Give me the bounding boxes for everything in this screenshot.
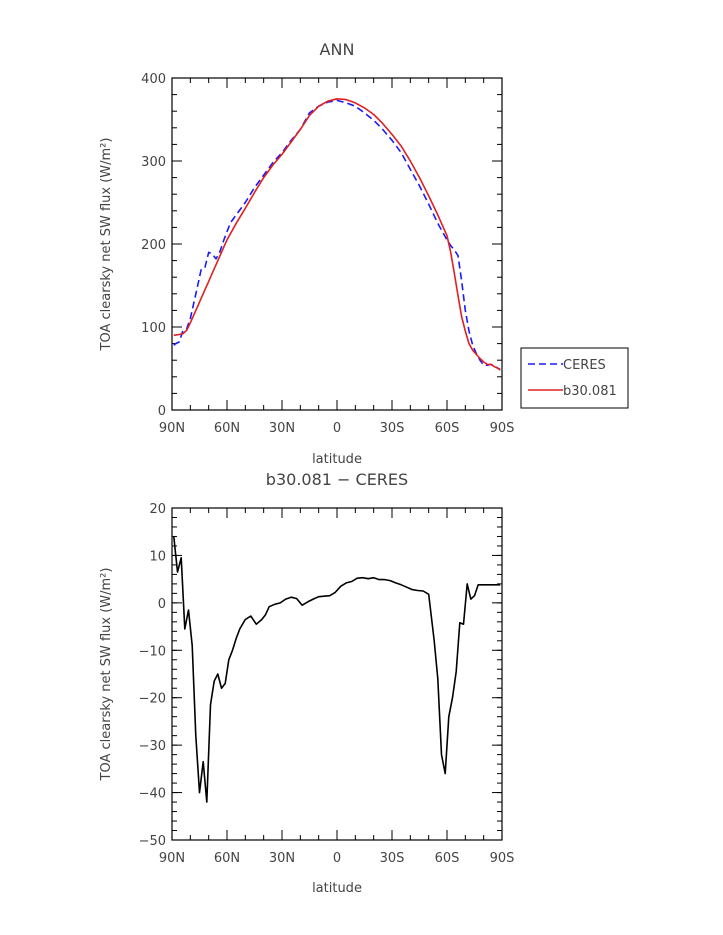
y-tick-label: 0 bbox=[158, 597, 166, 612]
x-tick-label: 60N bbox=[214, 421, 240, 436]
series-line-ceres bbox=[173, 99, 501, 371]
bottom-chart-xlabel: latitude bbox=[312, 881, 362, 896]
y-tick-label: 20 bbox=[149, 502, 166, 517]
x-tick-label: 90S bbox=[490, 421, 515, 436]
top-chart-series bbox=[173, 98, 501, 371]
x-tick-label: 90N bbox=[159, 851, 185, 866]
top-chart-xlabel: latitude bbox=[312, 452, 362, 467]
top-chart-title: ANN bbox=[320, 40, 355, 59]
legend-label-b30: b30.081 bbox=[563, 384, 617, 399]
y-tick-label: −30 bbox=[139, 739, 166, 754]
x-tick-label: 60N bbox=[214, 851, 240, 866]
legend: CERES b30.081 bbox=[520, 347, 629, 409]
top-chart-panel: ANN TOA clearsky net SW flux (W/m²) lati… bbox=[99, 40, 514, 467]
bottom-chart-axes: 90N 60N 30N 0 30S 60S 90S −50 −40 −30 −20 −10 0 10 20 bbox=[139, 502, 515, 866]
x-tick-label: 60S bbox=[435, 851, 460, 866]
legend-box bbox=[520, 347, 629, 409]
top-chart-frame bbox=[171, 77, 503, 411]
legend-label-ceres: CERES bbox=[563, 358, 606, 373]
y-tick-label: 400 bbox=[141, 72, 166, 87]
top-chart-ylabel: TOA clearsky net SW flux (W/m²) bbox=[99, 138, 114, 352]
x-tick-label: 0 bbox=[333, 421, 341, 436]
top-chart-axes: 90N 60N 30N 0 30S 60S 90S 0 100 200 300 400 bbox=[141, 72, 514, 436]
x-tick-label: 0 bbox=[333, 851, 341, 866]
x-tick-label: 30S bbox=[380, 421, 405, 436]
series-line-b30-081 bbox=[173, 98, 501, 371]
bottom-chart-series bbox=[173, 536, 501, 803]
x-tick-label: 90S bbox=[490, 851, 515, 866]
y-tick-label: 100 bbox=[141, 321, 166, 336]
x-tick-label: 30N bbox=[269, 851, 295, 866]
bottom-chart-ylabel: TOA clearsky net SW flux (W/m²) bbox=[99, 568, 114, 782]
bottom-chart-title: b30.081 − CERES bbox=[266, 470, 408, 489]
y-tick-label: −10 bbox=[139, 644, 166, 659]
x-tick-label: 90N bbox=[159, 421, 185, 436]
y-tick-label: 200 bbox=[141, 238, 166, 253]
x-tick-label: 30N bbox=[269, 421, 295, 436]
difference-series-line bbox=[173, 536, 501, 803]
y-tick-label: 0 bbox=[158, 404, 166, 419]
x-tick-label: 30S bbox=[380, 851, 405, 866]
y-tick-label: −50 bbox=[139, 834, 166, 849]
bottom-chart-panel: b30.081 − CERES TOA clearsky net SW flux… bbox=[99, 470, 514, 896]
y-tick-label: −20 bbox=[139, 692, 166, 707]
y-tick-label: 10 bbox=[149, 549, 166, 564]
x-tick-label: 60S bbox=[435, 421, 460, 436]
y-tick-label: 300 bbox=[141, 155, 166, 170]
y-tick-label: −40 bbox=[139, 787, 166, 802]
bottom-chart-frame bbox=[171, 507, 503, 841]
